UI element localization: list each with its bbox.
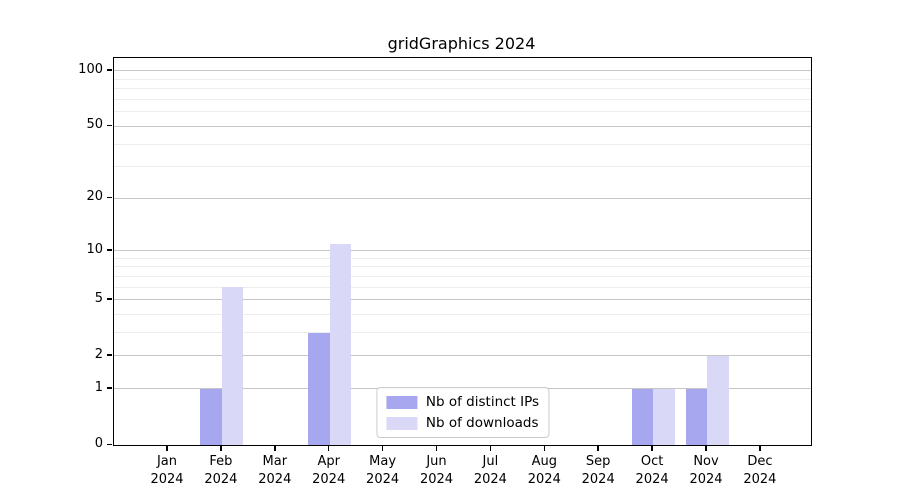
y-tick-2	[107, 354, 112, 356]
y-tick-label-20: 20	[86, 189, 103, 205]
x-tick-nov	[705, 445, 707, 451]
y-tick-label-1: 1	[94, 379, 103, 395]
y-tick-label-50: 50	[86, 117, 103, 133]
gridline-80	[114, 88, 811, 90]
legend: Nb of distinct IPs Nb of downloads	[375, 387, 550, 438]
x-tick-label-apr: Apr 2024	[312, 454, 346, 487]
downloads-bar-nov	[707, 355, 729, 445]
gridline-70	[114, 99, 811, 101]
x-tick-label-dec: Dec 2024	[743, 454, 777, 487]
gridline-10	[114, 250, 811, 252]
legend-item-0: Nb of distinct IPs	[385, 394, 540, 410]
gridline-5	[114, 299, 811, 301]
x-tick-label-sep: Sep 2024	[581, 454, 615, 487]
legend-swatch-0	[385, 395, 417, 409]
gridline-9	[114, 257, 811, 259]
gridline-90	[114, 78, 811, 80]
legend-item-1: Nb of downloads	[385, 415, 539, 431]
legend-label-1: Nb of downloads	[425, 415, 539, 431]
gridline-8	[114, 266, 811, 268]
x-tick-apr	[327, 445, 330, 451]
x-tick-label-may: May 2024	[366, 454, 400, 487]
x-tick-label-feb: Feb 2024	[204, 454, 238, 487]
x-tick-label-mar: Mar 2024	[258, 454, 292, 487]
gridline-30	[114, 166, 811, 168]
y-tick-label-10: 10	[86, 241, 103, 257]
gridline-3	[114, 332, 811, 334]
x-tick-feb	[220, 445, 222, 451]
gridline-50	[114, 125, 811, 127]
y-tick-100	[107, 69, 112, 71]
ips-bar-feb	[200, 388, 222, 445]
gridline-40	[114, 143, 811, 145]
gridline-20	[114, 197, 811, 199]
y-tick-1	[107, 387, 112, 389]
x-tick-dec	[759, 445, 761, 451]
x-tick-label-jul: Jul 2024	[473, 454, 507, 487]
x-tick-jan	[166, 445, 168, 451]
downloads-bar-apr	[329, 243, 352, 445]
y-tick-5	[107, 298, 112, 300]
x-tick-jun	[435, 445, 438, 451]
x-tick-label-jun: Jun 2024	[419, 454, 454, 487]
x-tick-aug	[543, 445, 546, 451]
x-tick-label-nov: Nov 2024	[689, 454, 723, 487]
y-tick-50	[107, 124, 112, 127]
legend-label-0: Nb of distinct IPs	[425, 394, 540, 410]
downloads-bar-feb	[221, 287, 244, 445]
x-tick-jul	[489, 445, 492, 451]
y-tick-10	[107, 249, 112, 251]
ips-bar-nov	[685, 388, 707, 445]
ips-bar-apr	[308, 332, 330, 445]
x-tick-oct	[651, 445, 653, 451]
x-tick-label-oct: Oct 2024	[635, 454, 669, 487]
gridline-7	[114, 275, 811, 277]
gridline-4	[114, 314, 811, 316]
gridline-100	[114, 70, 811, 72]
x-tick-mar	[274, 445, 276, 451]
y-tick-label-0: 0	[94, 436, 103, 451]
legend-swatch-1	[385, 416, 417, 430]
chart-title: gridGraphics 2024	[387, 34, 536, 53]
gridline-6	[114, 286, 811, 288]
y-tick-label-2: 2	[94, 346, 103, 362]
x-tick-may	[381, 445, 384, 451]
x-tick-label-jan: Jan 2024	[150, 454, 184, 487]
ips-bar-oct	[631, 388, 654, 445]
y-tick-0	[107, 443, 112, 445]
y-tick-label-5: 5	[94, 290, 103, 306]
y-tick-label-100: 100	[78, 61, 103, 77]
x-tick-sep	[597, 445, 599, 451]
plot-area: Nb of distinct IPs Nb of downloads	[113, 57, 812, 446]
downloads-bar-oct	[653, 388, 675, 445]
y-tick-20	[107, 196, 112, 199]
gridline-60	[114, 111, 811, 113]
x-tick-label-aug: Aug 2024	[527, 454, 561, 487]
gridline-2	[114, 355, 811, 357]
